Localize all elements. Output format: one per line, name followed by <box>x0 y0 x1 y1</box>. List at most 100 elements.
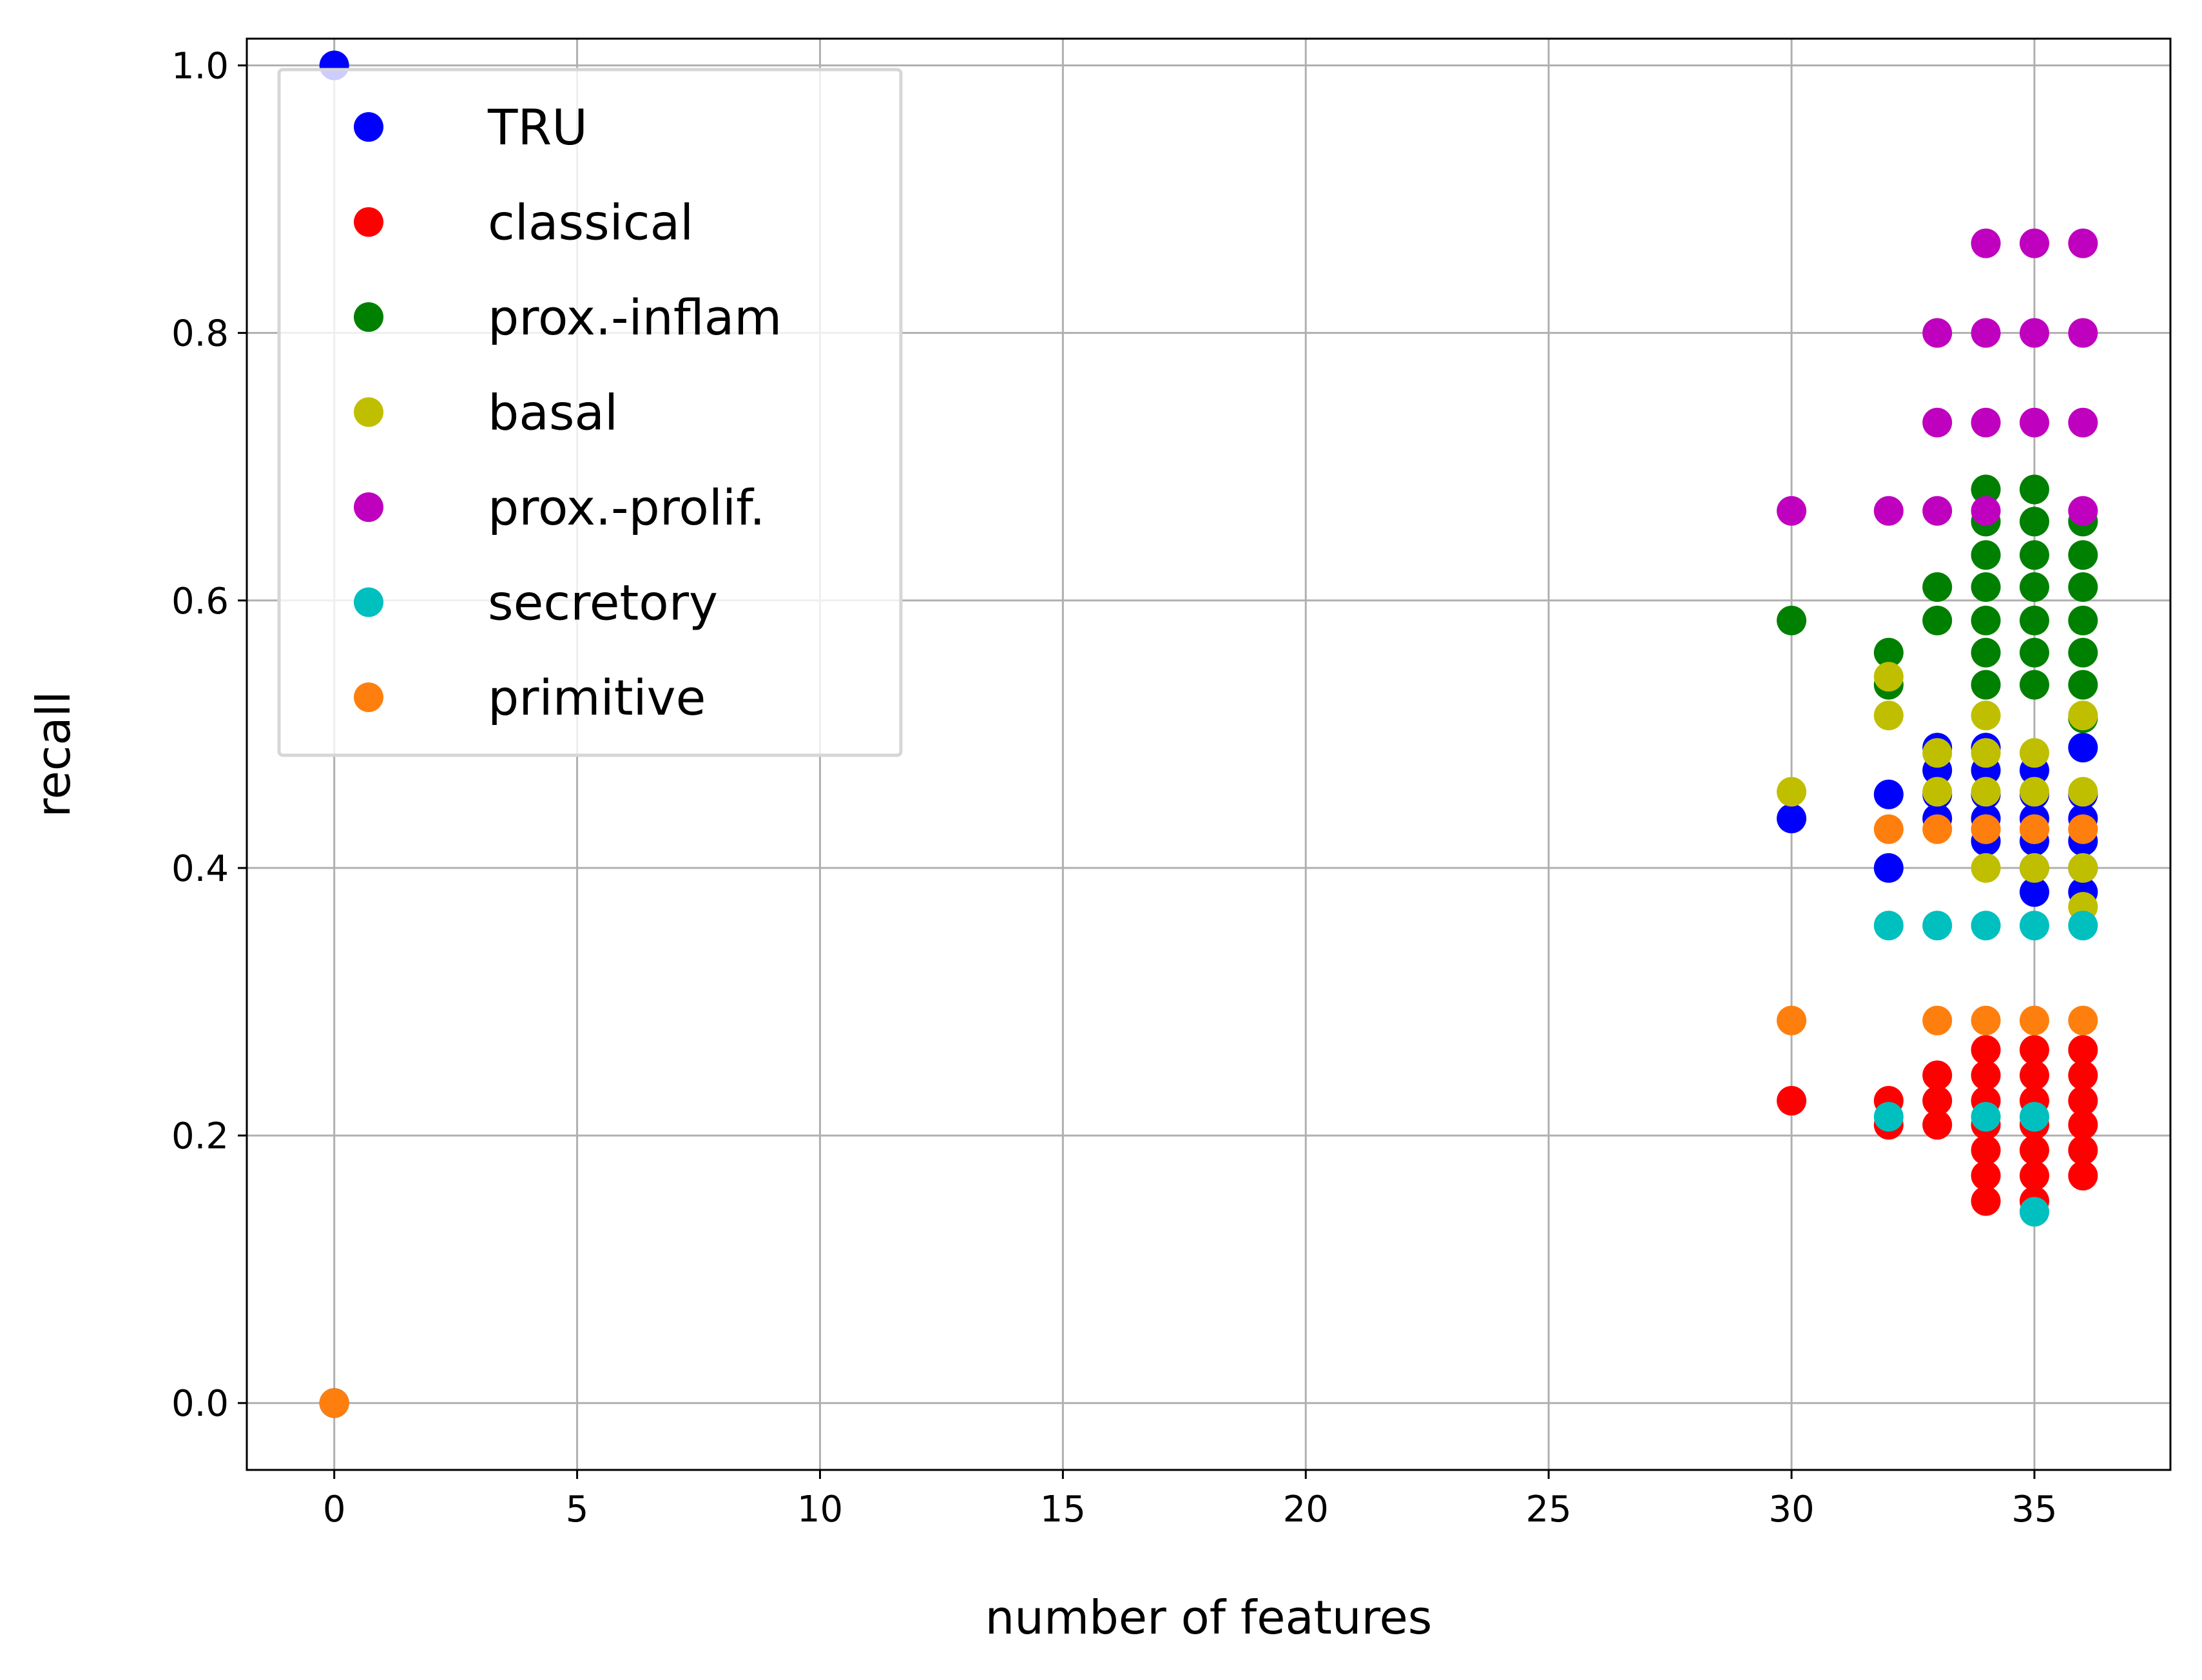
data-point <box>2019 507 2049 537</box>
data-point <box>2019 777 2049 807</box>
data-point <box>2068 777 2098 807</box>
data-point <box>2068 1005 2098 1036</box>
y-axis-label: recall <box>26 691 81 817</box>
data-point <box>1922 318 1953 348</box>
data-point <box>1971 814 2001 844</box>
data-point <box>1971 1161 2001 1191</box>
legend-label: primitive <box>488 669 706 726</box>
data-point <box>2068 496 2098 526</box>
data-point <box>1971 1005 2001 1036</box>
data-point <box>1971 496 2001 526</box>
data-point <box>1971 572 2001 603</box>
data-point <box>1971 700 2001 731</box>
data-point <box>1971 670 2001 700</box>
data-point <box>1922 496 1953 526</box>
data-point <box>1922 605 1953 635</box>
legend-marker <box>354 397 383 427</box>
data-point <box>1971 1060 2001 1090</box>
data-point <box>1971 407 2001 438</box>
series-primitive <box>319 814 2098 1418</box>
legend-label: prox.-prolif. <box>488 479 765 536</box>
axis-ticks: 0 5 10 15 20 25 30 35 0.0 0.2 0.4 0.6 0.8 1.0 <box>171 46 2058 1530</box>
data-point <box>319 1388 349 1418</box>
data-point <box>2068 814 2098 844</box>
data-point <box>1873 637 1904 668</box>
data-point <box>1971 1035 2001 1065</box>
data-point <box>1971 738 2001 768</box>
x-tick-label: 15 <box>1040 1489 1086 1530</box>
data-point <box>2068 1035 2098 1065</box>
data-point <box>2019 228 2049 258</box>
data-point <box>2068 318 2098 348</box>
data-point <box>1971 474 2001 505</box>
data-point <box>1971 853 2001 883</box>
data-point <box>1777 804 1807 834</box>
data-point <box>1971 318 2001 348</box>
data-point <box>2019 407 2049 438</box>
data-point <box>1873 779 1904 809</box>
plot-area-frame <box>246 37 2172 1471</box>
data-point <box>1922 814 1953 844</box>
data-point <box>1971 540 2001 570</box>
data-point <box>1873 1102 1904 1132</box>
data-point <box>2019 1135 2049 1165</box>
legend-marker <box>354 587 383 617</box>
data-point <box>2068 1060 2098 1090</box>
data-point <box>1777 1086 1807 1116</box>
data-point <box>2019 637 2049 668</box>
x-tick-label: 35 <box>2011 1489 2057 1530</box>
data-point <box>2068 407 2098 438</box>
data-point <box>2019 540 2049 570</box>
legend-marker <box>354 682 383 712</box>
data-point <box>2068 700 2098 731</box>
data-point <box>2019 1197 2049 1227</box>
data-point <box>2068 733 2098 763</box>
data-point <box>1777 777 1807 807</box>
x-tick-label: 0 <box>323 1489 346 1530</box>
series-secretory <box>319 911 2098 1418</box>
y-tick-label: 1.0 <box>171 46 229 88</box>
data-point <box>1971 777 2001 807</box>
legend-label: TRU <box>487 99 588 156</box>
data-point <box>1971 228 2001 258</box>
data-point <box>2068 637 2098 668</box>
data-point <box>1922 407 1953 438</box>
data-point <box>2068 1161 2098 1191</box>
data-point <box>2019 814 2049 844</box>
data-point <box>1922 572 1953 603</box>
data-point <box>2019 1102 2049 1132</box>
scatter-points <box>319 50 2098 1418</box>
data-point <box>2019 572 2049 603</box>
data-point <box>2068 605 2098 635</box>
data-point <box>1922 1005 1953 1036</box>
data-point <box>1873 662 1904 692</box>
data-point <box>1971 1135 2001 1165</box>
x-tick-label: 5 <box>566 1489 589 1530</box>
legend-label: classical <box>488 194 693 251</box>
data-point <box>2019 1161 2049 1191</box>
data-point <box>1873 814 1904 844</box>
data-point <box>2068 1110 2098 1140</box>
y-tick-label: 0.4 <box>171 848 229 890</box>
data-point <box>2019 474 2049 505</box>
data-point <box>1777 496 1807 526</box>
data-point <box>2068 911 2098 941</box>
legend-marker <box>354 207 383 237</box>
data-point <box>1777 605 1807 635</box>
legend-marker <box>354 112 383 142</box>
data-point <box>1922 1060 1953 1090</box>
data-point <box>1922 738 1953 768</box>
data-point <box>1971 637 2001 668</box>
y-tick-label: 0.8 <box>171 313 229 355</box>
series-prox-inflam <box>319 474 2098 1418</box>
data-point <box>2019 318 2049 348</box>
data-point <box>1873 911 1904 941</box>
x-tick-label: 30 <box>1768 1489 1814 1530</box>
data-point <box>2068 853 2098 883</box>
data-point <box>1922 1086 1953 1116</box>
data-point <box>1922 911 1953 941</box>
data-point <box>1922 777 1953 807</box>
data-point <box>1873 853 1904 883</box>
data-point <box>2019 1060 2049 1090</box>
